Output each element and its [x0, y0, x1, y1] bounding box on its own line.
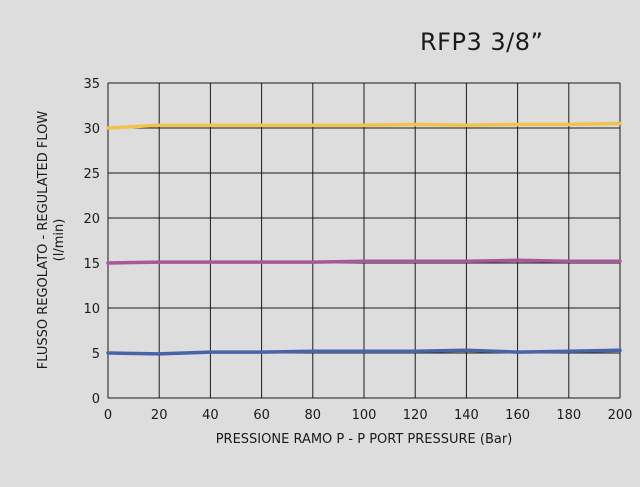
y-tick-label: 25	[83, 167, 100, 182]
y-axis-ticks: 0 5 10 15 20 25 30 35	[83, 77, 100, 407]
x-tick-label: 160	[505, 408, 530, 423]
y-tick-label: 20	[83, 212, 100, 227]
chart-title: RFP3 3/8”	[420, 28, 544, 56]
series-line-3	[106, 348, 622, 356]
series-line-2	[106, 258, 622, 265]
grid	[107, 82, 621, 399]
x-axis-ticks: 0 20 40 60 80 100 120 140 160 180 200	[104, 408, 633, 423]
y-axis-unit: (l/min)	[52, 219, 67, 262]
y-tick-label: 5	[92, 347, 100, 362]
y-tick-label: 0	[92, 392, 100, 407]
x-tick-label: 20	[151, 408, 168, 423]
x-axis-label: PRESSIONE RAMO P - P PORT PRESSURE (Bar)	[216, 432, 513, 447]
y-axis-label: FLUSSO REGOLATO - REGULATED FLOW	[36, 111, 51, 370]
y-tick-label: 10	[83, 302, 100, 317]
series-layer	[106, 121, 622, 356]
y-tick-label: 30	[83, 122, 100, 137]
x-tick-label: 200	[608, 408, 633, 423]
x-tick-label: 80	[305, 408, 322, 423]
x-tick-label: 0	[104, 408, 112, 423]
x-tick-label: 60	[253, 408, 270, 423]
series-line-1	[106, 121, 622, 130]
y-tick-label: 15	[83, 257, 100, 272]
x-tick-label: 180	[556, 408, 581, 423]
x-tick-label: 120	[403, 408, 428, 423]
y-tick-label: 35	[83, 77, 100, 92]
x-tick-label: 40	[202, 408, 219, 423]
x-tick-label: 140	[454, 408, 479, 423]
x-tick-label: 100	[352, 408, 377, 423]
